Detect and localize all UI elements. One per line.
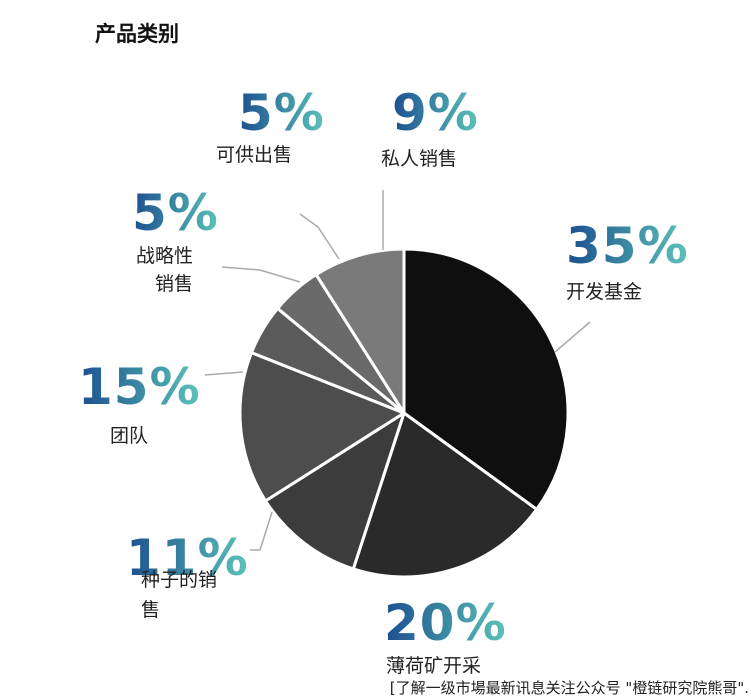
slice-name-label: 私人销售 <box>381 148 457 170</box>
slice-name-label: 售 <box>141 599 160 621</box>
leader-line <box>299 213 340 260</box>
leader-line <box>250 511 273 551</box>
leader-lines <box>204 190 591 551</box>
footer-note: [了解一级市場最新讯息关注公众号 "橙链研究院熊哥". <box>389 679 749 697</box>
slice-percent-label: 20% <box>384 594 507 652</box>
labels-layer: 35%开发基金20%薄荷矿开采11%种子的销售15%团队5%战略性销售5%可供出… <box>78 84 689 677</box>
slice-name-label: 销售 <box>155 273 193 295</box>
slice-percent-label: 15% <box>78 358 201 416</box>
slice-name-label: 可供出售 <box>216 144 292 166</box>
chart-title: 产品类别 <box>95 22 179 46</box>
pie-slice <box>238 351 406 503</box>
pie-slice <box>351 411 539 579</box>
slice-name-label: 薄荷矿开采 <box>386 655 481 677</box>
slice-name-label: 种子的销 <box>141 569 217 591</box>
leader-line <box>221 266 301 283</box>
slice-name-label: 战略性 <box>136 245 193 267</box>
slice-percent-label: 11% <box>126 529 249 587</box>
pie-slice <box>264 411 406 571</box>
slice-percent-label: 5% <box>238 84 325 142</box>
slice-name-label: 团队 <box>110 425 148 447</box>
slice-name-label: 开发基金 <box>566 281 642 303</box>
pie-slice <box>314 247 406 415</box>
slices-layer <box>238 247 570 579</box>
leader-line <box>554 321 591 353</box>
slice-percent-label: 9% <box>392 84 479 142</box>
leader-line <box>204 371 244 376</box>
slice-percent-label: 5% <box>132 184 219 242</box>
pie-slice <box>402 247 570 511</box>
slice-percent-label: 35% <box>566 217 689 275</box>
